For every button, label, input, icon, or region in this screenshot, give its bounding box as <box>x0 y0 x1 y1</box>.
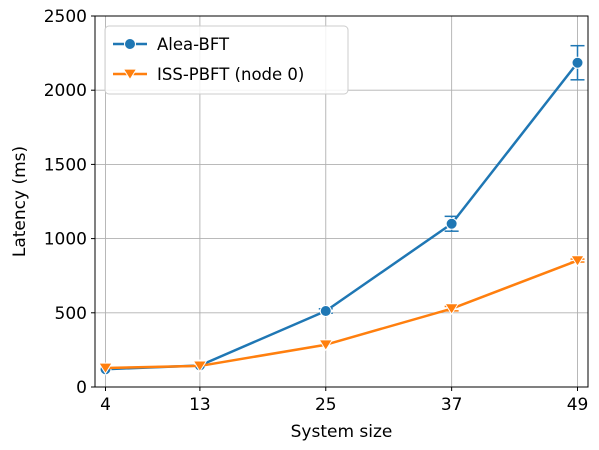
data-point <box>571 56 584 69</box>
legend-swatch-marker <box>124 38 136 50</box>
data-point <box>444 303 460 316</box>
y-tick-label: 500 <box>55 304 87 324</box>
axis-ticks: 4 13 25 37 49 0 500 1000 1500 2000 2500 <box>44 7 589 415</box>
x-tick-label: 4 <box>100 395 111 415</box>
x-tick-label: 37 <box>441 395 463 415</box>
x-tick-label: 25 <box>315 395 337 415</box>
x-axis-title: System size <box>291 422 393 442</box>
data-point <box>319 305 332 318</box>
legend-label: ISS-PBFT (node 0) <box>157 65 304 84</box>
x-tick-label: 13 <box>189 395 211 415</box>
series-line <box>104 259 579 370</box>
y-tick-label: 0 <box>76 378 87 398</box>
legend-label: Alea-BFT <box>157 35 230 54</box>
y-tick-label: 2500 <box>44 7 87 27</box>
legend-box <box>104 25 349 95</box>
data-point <box>98 362 113 375</box>
series-1 <box>98 255 585 375</box>
data-point <box>318 339 334 352</box>
y-tick-label: 1500 <box>44 155 87 175</box>
y-tick-label: 2000 <box>44 81 87 101</box>
series-layer <box>98 44 585 376</box>
x-tick-label: 49 <box>567 395 589 415</box>
data-point <box>192 360 208 373</box>
legend: Alea-BFT ISS-PBFT (node 0) <box>104 25 349 95</box>
y-axis-title: Latency (ms) <box>10 146 30 257</box>
legend-swatch-marker <box>122 68 138 81</box>
data-point <box>570 255 585 268</box>
series-line <box>104 61 579 371</box>
plot-frame <box>94 15 589 388</box>
data-point <box>445 217 458 230</box>
y-tick-label: 1000 <box>44 230 87 250</box>
series-0 <box>99 44 585 376</box>
